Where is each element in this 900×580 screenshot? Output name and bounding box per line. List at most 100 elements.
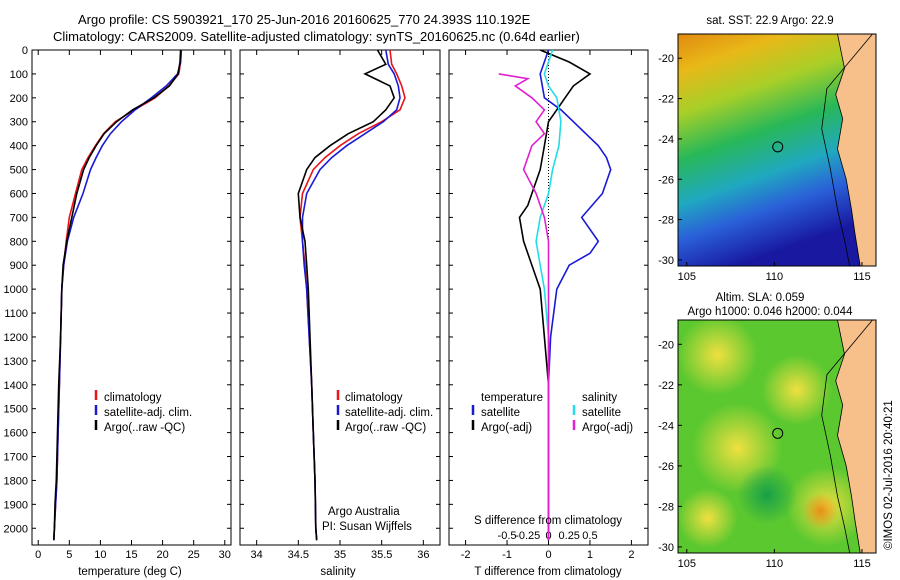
sla-map-ytick-label: -20 xyxy=(658,339,674,351)
salinity-legend-2: satellite-adj. clim. xyxy=(345,407,433,419)
depth-ytick-label: 1400 xyxy=(4,380,28,392)
sla-map-xtick-label: 105 xyxy=(678,558,696,570)
temperature-xtick-label: 25 xyxy=(188,549,200,561)
sla-map-ytick-label: -22 xyxy=(658,380,674,392)
sst-map-xtick-label: 105 xyxy=(678,271,696,283)
depth-ytick-label: 0 xyxy=(22,45,28,57)
depth-ytick-label: 100 xyxy=(10,69,28,81)
difference-legend-title-temperature: temperature xyxy=(481,392,543,404)
sst-map-ytick-label: -26 xyxy=(658,174,674,186)
salinity-series-2 xyxy=(301,49,401,541)
sla-map-subtitle: Argo h1000: 0.046 h2000: 0.044 xyxy=(688,306,854,318)
temperature-legend-3: Argo(..raw -QC) xyxy=(104,422,185,434)
temperature-panel: 0 5 10 15 20 25 300100200300400500600700800900… xyxy=(4,45,232,561)
sla-anomaly-patch xyxy=(802,493,839,530)
difference-s-tick-label: -0.5 xyxy=(498,530,517,542)
salinity-panel: 34 34.5 35 35.5 36 xyxy=(239,49,441,561)
temperature-xtick-label: 30 xyxy=(219,549,231,561)
salinity-series-1 xyxy=(299,49,406,541)
sla-anomaly-patch xyxy=(737,464,798,525)
sst-map-ytick-label: -20 xyxy=(658,53,674,65)
salinity-xtick-label: 35 xyxy=(334,549,346,561)
sst-map-title: sat. SST: 22.9 Argo: 22.9 xyxy=(706,15,833,27)
salinity-annotation-1: Argo Australia xyxy=(328,506,400,518)
sla-map-argo-position-marker xyxy=(772,427,784,439)
sla-anomaly-patch xyxy=(678,488,738,549)
sst-map-argo-position-marker xyxy=(772,141,784,153)
depth-ytick-label: 1600 xyxy=(4,428,28,440)
sst-map-isobath xyxy=(821,34,873,266)
depth-ytick-label: 400 xyxy=(10,141,28,153)
sla-map-field xyxy=(678,320,876,553)
sst-map-xtick-label: 115 xyxy=(853,271,871,283)
depth-ytick-label: 1500 xyxy=(4,404,28,416)
difference-s-tick-label: 0.25 xyxy=(559,530,580,542)
salinity-xtick-label: 34.5 xyxy=(288,549,309,561)
salinity-axes-frame xyxy=(239,49,441,546)
temperature-series-3 xyxy=(53,49,182,541)
sla-anomaly-patch xyxy=(761,354,832,425)
difference-legend-title-salinity: salinity xyxy=(582,392,617,404)
depth-ytick-label: 1800 xyxy=(4,475,28,487)
sst-map-panel: 105 110 115 -20 -22 -24 -26 -28 -30 xyxy=(658,33,877,283)
sla-map-ytick-label: -24 xyxy=(658,420,674,432)
sst-map-ytick-label: -22 xyxy=(658,94,674,106)
sst-map-field xyxy=(678,34,876,266)
sst-map-land-mask xyxy=(835,34,876,266)
difference-legend-4: Argo(-adj) xyxy=(582,422,633,434)
depth-ytick-label: 500 xyxy=(10,165,28,177)
difference-series-4 xyxy=(498,73,550,541)
depth-ytick-label: 1900 xyxy=(4,499,28,511)
difference-xlabel-top: S difference from climatology xyxy=(474,515,622,527)
difference-xtick-label: 0 xyxy=(545,549,551,561)
temperature-series-1 xyxy=(53,49,183,541)
difference-series-1 xyxy=(539,49,612,541)
sla-anomaly-patch xyxy=(678,320,758,395)
difference-xtick-label: 1 xyxy=(587,549,593,561)
sla-map-panel: 105 110 115 -20 -22 -24 -26 -28 -30 xyxy=(658,319,877,570)
sla-map-xtick-label: 115 xyxy=(853,558,871,570)
depth-ytick-label: 800 xyxy=(10,236,28,248)
salinity-xtick-label: 34 xyxy=(251,549,263,561)
sst-map-frame xyxy=(677,33,877,267)
figure-title-line2: Climatology: CARS2009. Satellite-adjuste… xyxy=(53,29,580,44)
depth-ytick-label: 300 xyxy=(10,117,28,129)
figure-title-line1: Argo profile: CS 5903921_170 25-Jun-2016… xyxy=(78,12,531,27)
temperature-legend-1: climatology xyxy=(104,392,162,404)
salinity-series-3 xyxy=(297,49,396,541)
sla-map-ytick-label: -26 xyxy=(658,461,674,473)
salinity-xlabel: salinity xyxy=(320,566,355,578)
difference-xtick-label: -1 xyxy=(502,549,512,561)
difference-s-tick-label: -0.25 xyxy=(515,530,540,542)
sla-map-ytick-label: -30 xyxy=(658,542,674,554)
salinity-legend-3: Argo(..raw -QC) xyxy=(345,422,426,434)
temperature-xtick-label: 15 xyxy=(125,549,137,561)
depth-ytick-label: 700 xyxy=(10,212,28,224)
difference-legend-2: Argo(-adj) xyxy=(481,422,532,434)
difference-legend-3: satellite xyxy=(582,407,621,419)
temperature-xtick-label: 0 xyxy=(35,549,41,561)
difference-xtick-label: 2 xyxy=(628,549,634,561)
sla-map-land-mask xyxy=(835,320,876,553)
temperature-xtick-label: 5 xyxy=(66,549,72,561)
sla-map-ytick-label: -28 xyxy=(658,501,674,513)
difference-series-2 xyxy=(518,49,592,541)
sst-map-ytick-label: -28 xyxy=(658,215,674,227)
temperature-series-2 xyxy=(53,49,183,541)
salinity-legend-1: climatology xyxy=(345,392,403,404)
difference-xtick-label: -2 xyxy=(461,549,471,561)
depth-ytick-label: 200 xyxy=(10,93,28,105)
depth-ytick-label: 600 xyxy=(10,188,28,200)
depth-ytick-label: 1000 xyxy=(4,284,28,296)
salinity-xtick-label: 35.5 xyxy=(371,549,392,561)
salinity-xtick-label: 36 xyxy=(417,549,429,561)
depth-ytick-label: 1200 xyxy=(4,332,28,344)
sla-map-frame xyxy=(677,319,877,554)
sla-map-isobath xyxy=(821,320,873,553)
difference-s-tick-label: 0.5 xyxy=(582,530,597,542)
sla-map-title: Altim. SLA: 0.059 xyxy=(716,292,805,304)
temperature-xtick-label: 20 xyxy=(156,549,168,561)
temperature-xtick-label: 10 xyxy=(94,549,106,561)
